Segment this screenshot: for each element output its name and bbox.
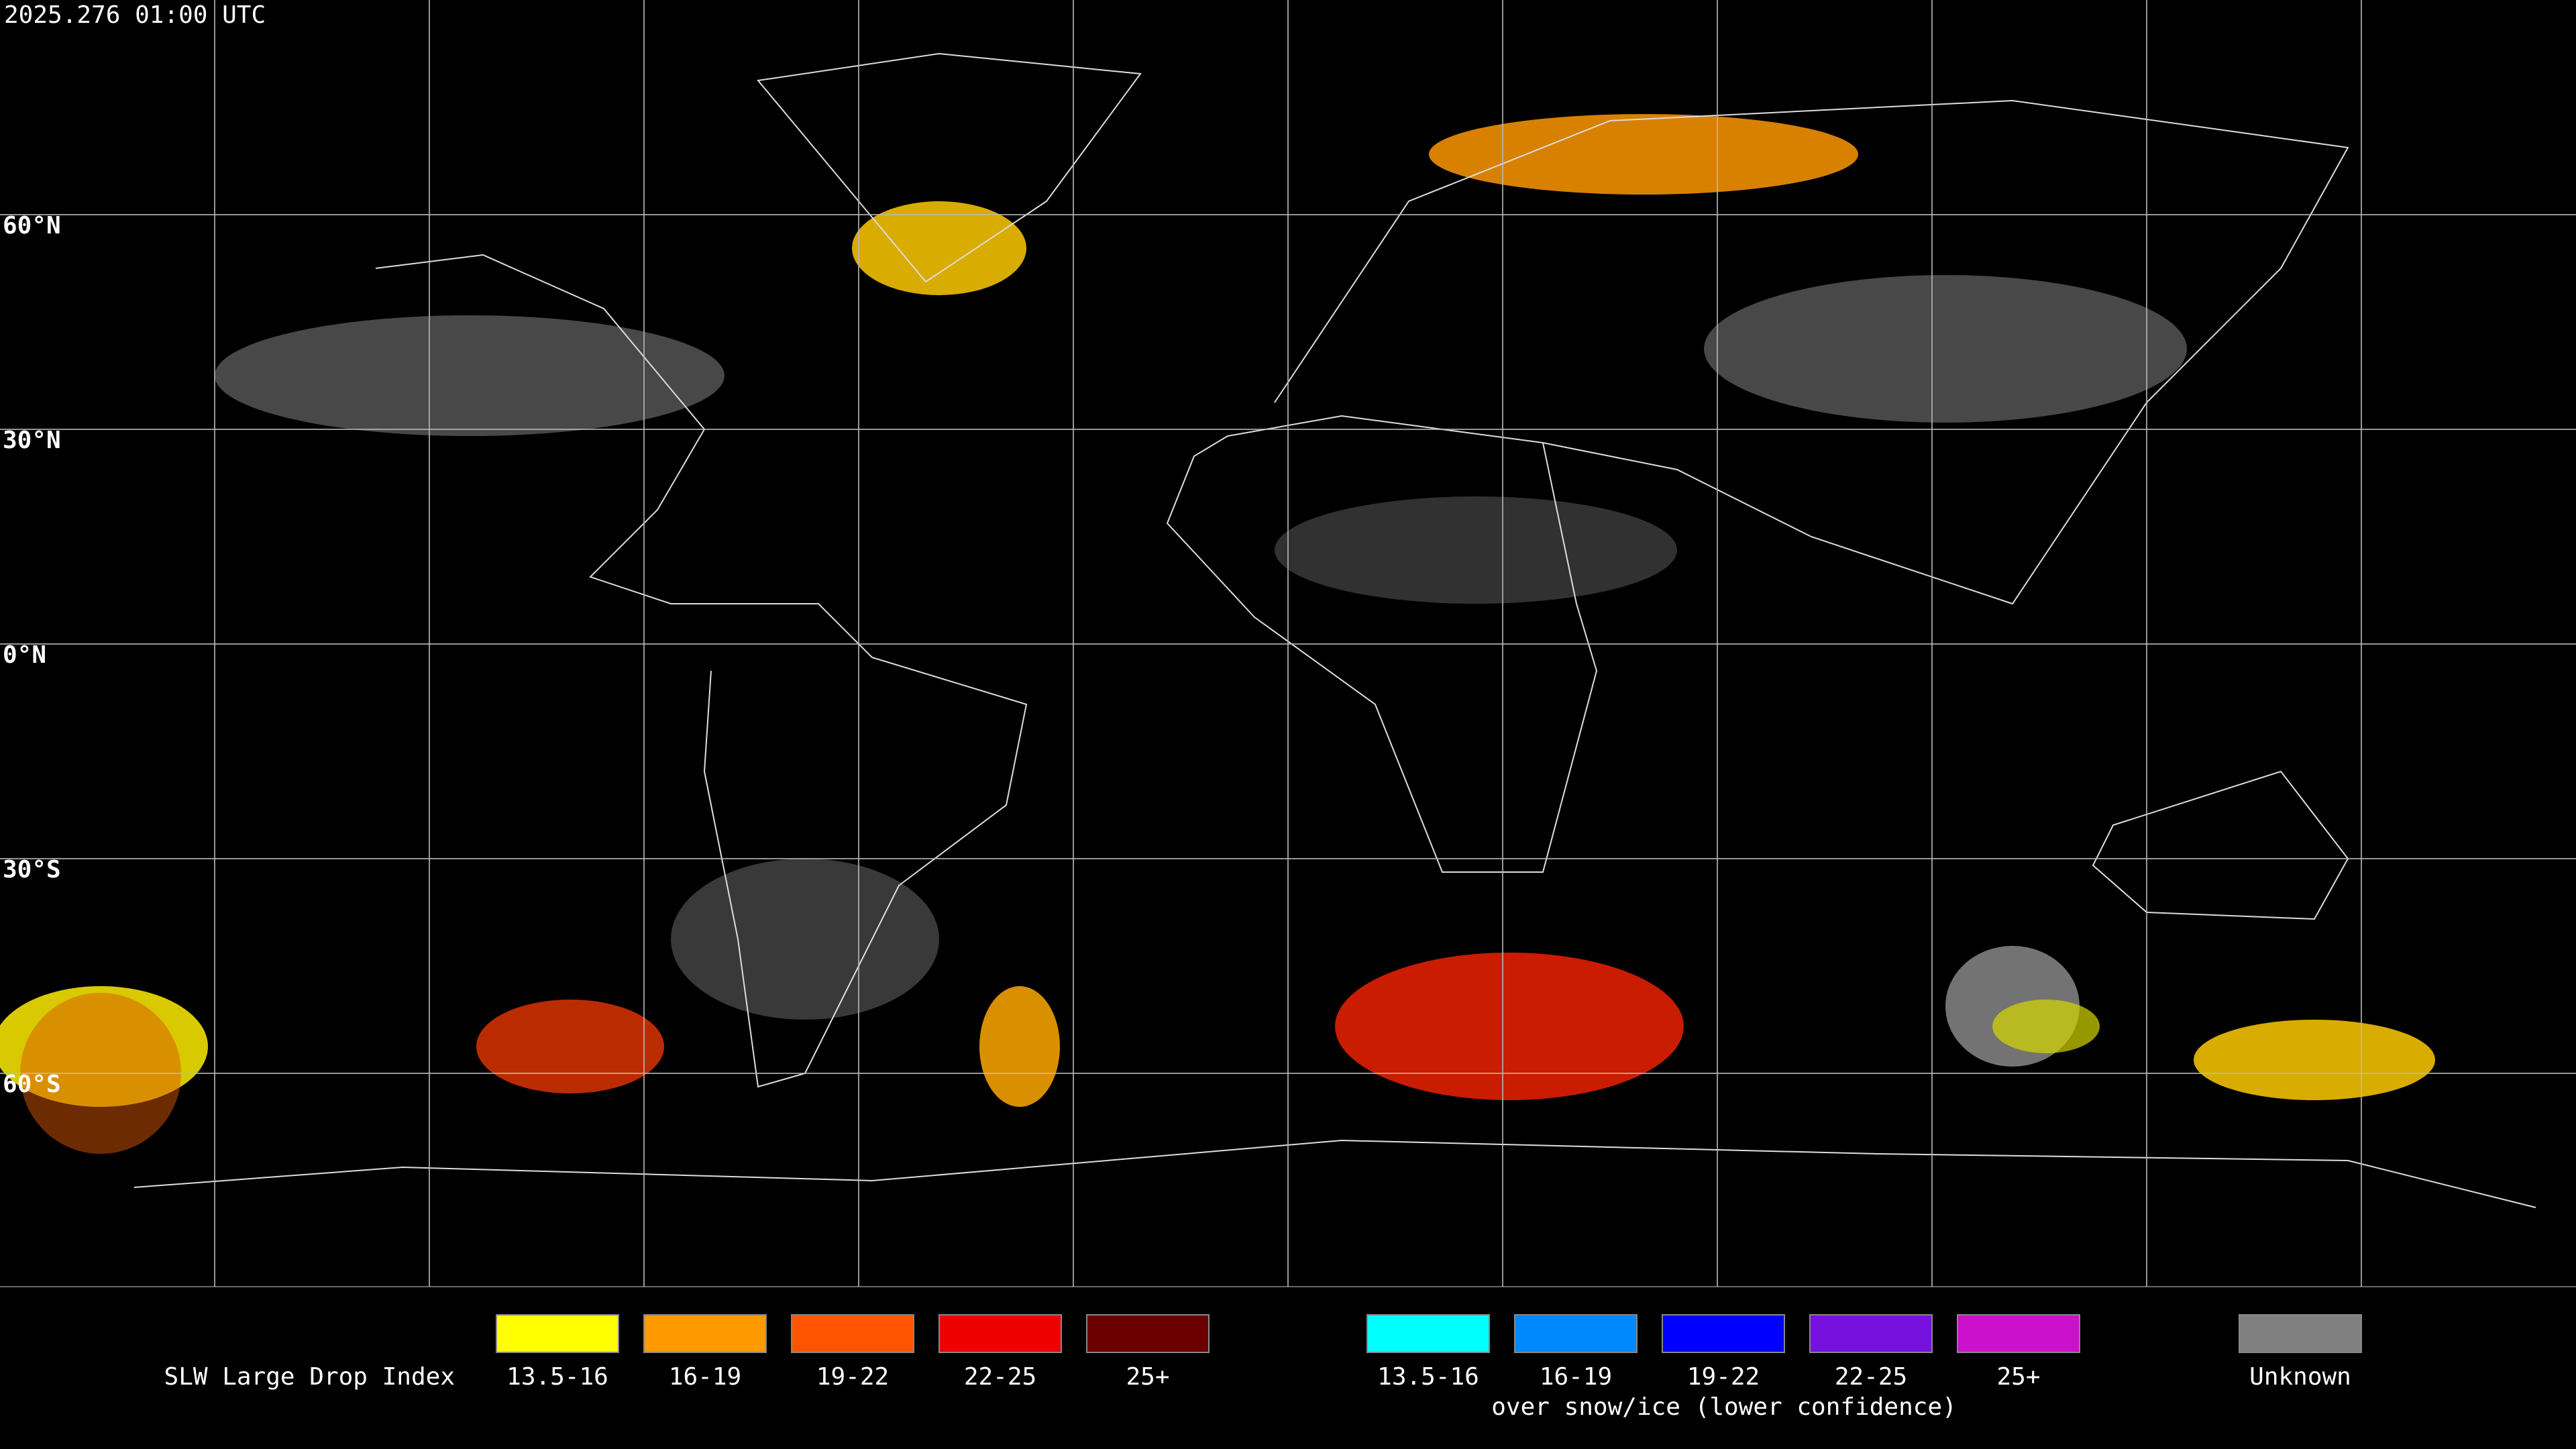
- legend-swatch: [1662, 1314, 1785, 1353]
- cloud: [1992, 1000, 2100, 1053]
- legend-label: 22-25: [1835, 1363, 1907, 1391]
- timestamp: 2025.276 01:00 UTC: [4, 1, 266, 29]
- coastline: [1166, 415, 1598, 873]
- legend-label: 22-25: [964, 1363, 1036, 1391]
- legend-swatch: [1366, 1314, 1490, 1353]
- legend-label: 19-22: [816, 1363, 889, 1391]
- legend-label: 25+: [1996, 1363, 2040, 1391]
- legend-title: SLW Large Drop Index: [164, 1363, 455, 1391]
- coastline: [2092, 770, 2349, 920]
- lat-label: 30°N: [3, 427, 61, 454]
- cloud: [1335, 953, 1684, 1100]
- legend-caption: over snow/ice (lower confidence): [1491, 1393, 1957, 1421]
- legend-swatch: [1086, 1314, 1210, 1353]
- cloud: [1704, 275, 2187, 423]
- cloud: [0, 986, 208, 1107]
- cloud: [979, 986, 1060, 1107]
- legend-swatch: [791, 1314, 914, 1353]
- cloud: [1429, 114, 1858, 195]
- legend-label: 19-22: [1687, 1363, 1760, 1391]
- legend-swatch: [1514, 1314, 1638, 1353]
- legend-label: 16-19: [1540, 1363, 1612, 1391]
- coastline: [133, 1139, 2536, 1208]
- coastline: [1274, 99, 2349, 605]
- lat-label: 0°N: [3, 641, 46, 669]
- lat-label: 60°N: [3, 212, 61, 239]
- legend-label: Unknown: [2249, 1363, 2351, 1391]
- coastline: [757, 52, 1142, 283]
- cloud: [852, 201, 1026, 295]
- cloud: [671, 859, 939, 1020]
- legend-swatch: [2239, 1314, 2362, 1353]
- cloud-layer: [0, 114, 2435, 1154]
- legend-label: 13.5-16: [1377, 1363, 1479, 1391]
- cloud: [476, 1000, 664, 1093]
- lat-label: 30°S: [3, 856, 61, 883]
- legend-swatch: [1809, 1314, 1933, 1353]
- legend-swatch: [1957, 1314, 2080, 1353]
- legend-swatch: [938, 1314, 1062, 1353]
- lat-label: 60°S: [3, 1071, 61, 1098]
- legend-label: 13.5-16: [506, 1363, 608, 1391]
- cloud: [2194, 1020, 2435, 1100]
- cloud: [1275, 496, 1677, 604]
- coastline: [375, 254, 1028, 1088]
- legend-label: 25+: [1126, 1363, 1169, 1391]
- legend-label: 16-19: [669, 1363, 741, 1391]
- legend-swatch: [643, 1314, 767, 1353]
- cloud: [215, 315, 724, 436]
- legend-swatch: [496, 1314, 619, 1353]
- coastlines: [133, 52, 2536, 1208]
